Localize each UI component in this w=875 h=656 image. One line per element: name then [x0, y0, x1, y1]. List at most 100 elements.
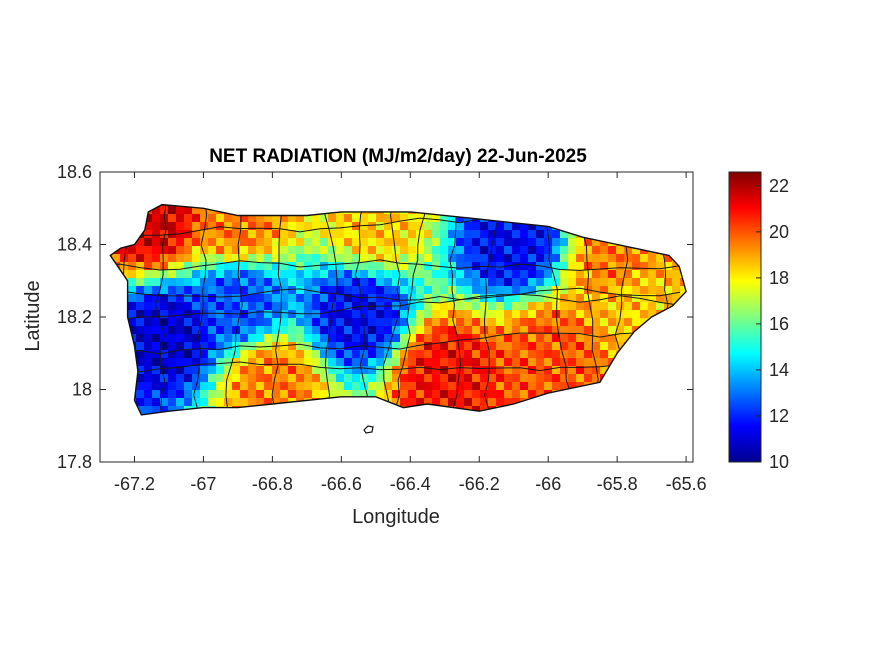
heatmap-cell [352, 214, 361, 223]
heatmap-cell [192, 230, 201, 239]
heatmap-cell [192, 238, 201, 247]
heatmap-cell [408, 326, 417, 335]
heatmap-cell [536, 310, 545, 319]
heatmap-cell [192, 318, 201, 327]
heatmap-cell [312, 358, 321, 367]
heatmap-cell [360, 238, 369, 247]
x-axis-ticks: -67.2 -67 -66.8 -66.6 -66.4 -66.2 -66 -65.8 -65.… [114, 172, 707, 494]
heatmap-cell [504, 374, 513, 383]
heatmap-cell [464, 382, 473, 391]
heatmap-cell [552, 334, 561, 343]
heatmap-cell [160, 366, 169, 375]
heatmap-cell [256, 246, 265, 255]
heatmap-cell [312, 326, 321, 335]
heatmap-cell [376, 390, 385, 399]
y-tick-label: 18.2 [57, 307, 92, 327]
heatmap-cell [432, 374, 441, 383]
heatmap-cell [392, 326, 401, 335]
heatmap-cell [200, 230, 209, 239]
heatmap-cell [616, 262, 625, 271]
heatmap-cell [240, 262, 249, 271]
heatmap-cell [480, 382, 489, 391]
heatmap-cell [336, 254, 345, 263]
heatmap-cell [320, 358, 329, 367]
heatmap-cell [264, 398, 273, 407]
heatmap-cell [488, 318, 497, 327]
heatmap-cell [416, 254, 425, 263]
heatmap-cell [376, 230, 385, 239]
heatmap-cell [288, 318, 297, 327]
heatmap-cell [528, 230, 537, 239]
heatmap-cell [656, 302, 665, 311]
heatmap-cell [392, 382, 401, 391]
heatmap-cell [440, 334, 449, 343]
heatmap-cell [184, 342, 193, 351]
heatmap-cell [272, 374, 281, 383]
heatmap-cell [432, 326, 441, 335]
heatmap-cell [672, 270, 681, 279]
municipal-boundary [449, 204, 462, 411]
heatmap-cell [168, 342, 177, 351]
heatmap-cell [536, 222, 545, 231]
heatmap-cell [368, 230, 377, 239]
heatmap-cell [328, 382, 337, 391]
heatmap-cell [520, 326, 529, 335]
heatmap-cell [456, 310, 465, 319]
heatmap-cell [536, 262, 545, 271]
heatmap-cell [336, 374, 345, 383]
heatmap-cell [376, 374, 385, 383]
heatmap-cell [272, 326, 281, 335]
heatmap-cell [128, 302, 137, 311]
heatmap-cell [296, 390, 305, 399]
heatmap-cell [184, 382, 193, 391]
heatmap-cell [224, 366, 233, 375]
heatmap-cell [232, 390, 241, 399]
heatmap-cell [424, 310, 433, 319]
heatmap-cell [144, 382, 153, 391]
heatmap-cell [512, 302, 521, 311]
heatmap-cell [432, 214, 441, 223]
heatmap-cell [152, 302, 161, 311]
heatmap-cell [224, 334, 233, 343]
heatmap-cell [288, 326, 297, 335]
heatmap-cell [320, 238, 329, 247]
heatmap-cell [272, 294, 281, 303]
heatmap-cell [312, 382, 321, 391]
heatmap-cell [208, 254, 217, 263]
heatmap-cell [328, 326, 337, 335]
heatmap-cell [392, 230, 401, 239]
heatmap-cell [208, 398, 217, 407]
heatmap-cell [416, 390, 425, 399]
heatmap-cell [328, 366, 337, 375]
heatmap-cell [360, 246, 369, 255]
heatmap-cell [336, 310, 345, 319]
heatmap-cell [304, 238, 313, 247]
heatmap-cell [408, 270, 417, 279]
heatmap-cell [296, 278, 305, 287]
heatmap-cell [440, 326, 449, 335]
heatmap-cell [400, 246, 409, 255]
heatmap-cell [632, 270, 641, 279]
heatmap-cell [368, 262, 377, 271]
heatmap-cell [416, 366, 425, 375]
heatmap-cell [632, 262, 641, 271]
heatmap-cell [192, 326, 201, 335]
heatmap-cell [456, 230, 465, 239]
heatmap-cell [304, 326, 313, 335]
heatmap-cell [368, 358, 377, 367]
heatmap-cell [184, 286, 193, 295]
heatmap-cell [496, 294, 505, 303]
heatmap-cell [512, 262, 521, 271]
heatmap-cell [184, 350, 193, 359]
heatmap-cell [256, 358, 265, 367]
heatmap-cell [352, 270, 361, 279]
heatmap-cell [592, 238, 601, 247]
heatmap-cell [264, 318, 273, 327]
heatmap-cell [136, 270, 145, 279]
heatmap-cell [192, 334, 201, 343]
heatmap-cell [152, 390, 161, 399]
heatmap-cell [176, 374, 185, 383]
heatmap-cell [520, 350, 529, 359]
heatmap-cell [256, 366, 265, 375]
heatmap-cell [216, 382, 225, 391]
